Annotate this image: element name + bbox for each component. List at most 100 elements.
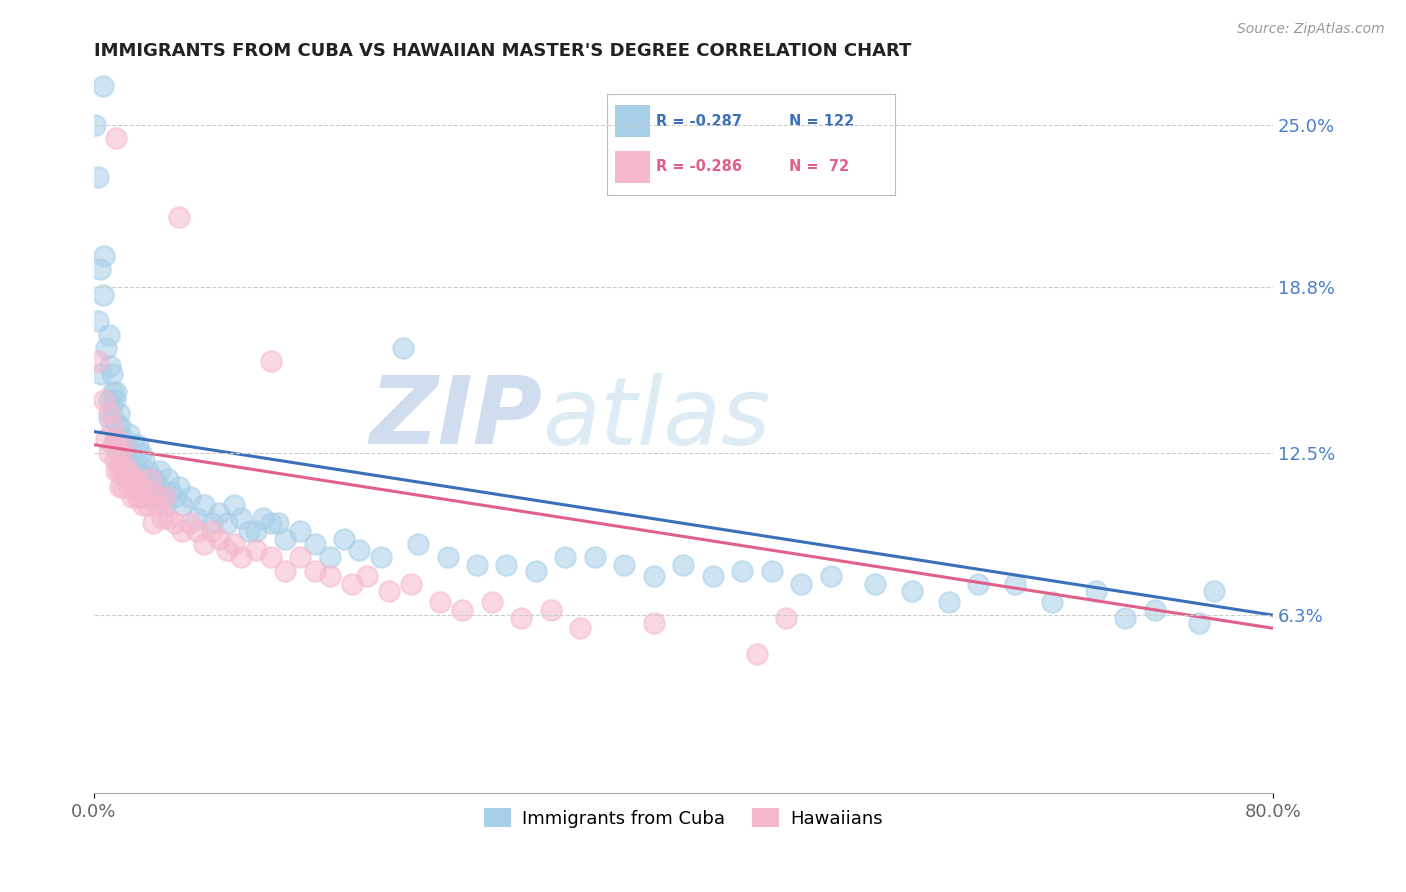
Point [128, 490, 150, 504]
Point [90, 367, 112, 381]
Point [103, 433, 125, 447]
Point [105, 464, 128, 478]
Point [127, 480, 149, 494]
Point [107, 438, 129, 452]
Point [110, 458, 132, 473]
Point [1040, 595, 1063, 609]
Point [112, 438, 135, 452]
Point [128, 464, 150, 478]
Point [115, 453, 138, 467]
Point [105, 385, 128, 400]
Point [115, 472, 138, 486]
Point [231, 511, 253, 525]
Point [540, 603, 562, 617]
Point [260, 516, 283, 531]
Point [97, 445, 120, 459]
Point [127, 438, 149, 452]
Point [436, 550, 458, 565]
Point [215, 542, 238, 557]
Point [1084, 584, 1107, 599]
Point [252, 511, 274, 525]
Point [101, 438, 124, 452]
Point [510, 610, 533, 624]
Point [150, 511, 173, 525]
Point [1143, 603, 1166, 617]
Point [105, 433, 128, 447]
Point [179, 516, 201, 531]
Point [201, 524, 224, 539]
Point [820, 568, 842, 582]
Point [340, 576, 363, 591]
Point [318, 568, 340, 582]
Point [260, 353, 283, 368]
Point [702, 568, 724, 582]
Point [108, 445, 131, 459]
Point [118, 464, 141, 478]
Point [120, 472, 142, 486]
Point [94, 433, 117, 447]
Point [245, 542, 267, 557]
Point [1004, 576, 1026, 591]
Point [333, 532, 356, 546]
Point [163, 516, 186, 531]
Point [107, 419, 129, 434]
Point [193, 537, 215, 551]
Point [159, 484, 181, 499]
Point [245, 524, 267, 539]
Point [108, 464, 131, 478]
Point [569, 621, 592, 635]
Point [554, 550, 576, 565]
Point [163, 490, 186, 504]
Point [967, 576, 990, 591]
Point [122, 472, 145, 486]
Point [112, 480, 135, 494]
Point [290, 550, 312, 565]
Point [208, 506, 231, 520]
Point [731, 564, 754, 578]
Point [138, 498, 160, 512]
Point [87, 170, 110, 185]
Point [156, 511, 179, 525]
Point [356, 568, 378, 582]
Point [120, 472, 142, 486]
Point [129, 480, 152, 494]
Point [94, 341, 117, 355]
Point [91, 288, 114, 302]
Point [172, 524, 194, 539]
Point [134, 490, 156, 504]
Point [114, 438, 136, 452]
Point [274, 564, 297, 578]
Point [267, 516, 290, 531]
Point [201, 516, 224, 531]
Point [145, 490, 167, 504]
Point [110, 445, 132, 459]
Point [97, 406, 120, 420]
Point [231, 550, 253, 565]
Point [451, 603, 474, 617]
Point [141, 472, 163, 486]
Point [290, 524, 312, 539]
Point [98, 359, 121, 373]
Point [100, 367, 122, 381]
Text: atlas: atlas [541, 373, 770, 464]
Point [121, 490, 143, 504]
Point [1114, 610, 1136, 624]
Point [118, 427, 141, 442]
Point [153, 498, 176, 512]
Point [524, 564, 547, 578]
Point [347, 542, 370, 557]
Point [148, 498, 170, 512]
Point [97, 393, 120, 408]
Point [260, 550, 283, 565]
Point [87, 314, 110, 328]
Point [193, 498, 215, 512]
Point [215, 516, 238, 531]
Point [111, 464, 134, 478]
Point [169, 480, 191, 494]
Point [114, 458, 136, 473]
Point [100, 398, 122, 412]
Point [399, 576, 422, 591]
Point [122, 438, 145, 452]
Point [643, 615, 665, 630]
Point [142, 480, 165, 494]
